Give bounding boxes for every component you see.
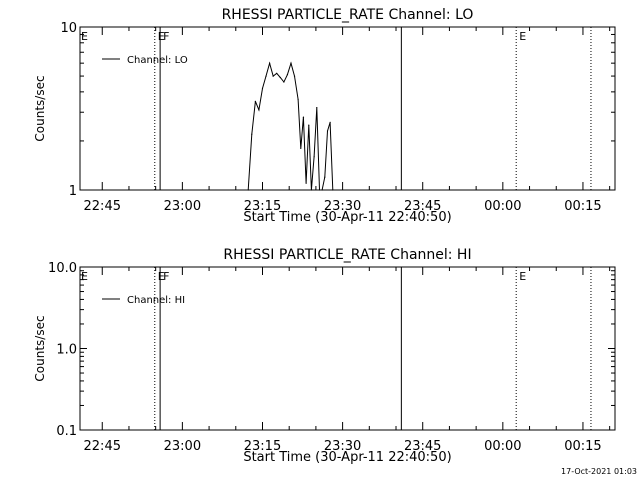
x-axis-label: Start Time (30-Apr-11 22:40:50) — [243, 210, 451, 225]
data-point — [272, 75, 274, 77]
data-point — [329, 121, 331, 123]
data-point — [302, 116, 305, 118]
data-point — [279, 76, 281, 79]
data-point — [310, 189, 313, 191]
data-point — [293, 75, 296, 77]
marker-label: E — [81, 270, 88, 283]
data-point — [265, 75, 267, 77]
data-point — [326, 130, 329, 132]
data-point — [283, 81, 285, 83]
data-point — [276, 72, 278, 74]
x-tick-label: 22:45 — [84, 439, 121, 454]
data-point — [313, 156, 315, 158]
data-point — [324, 176, 326, 178]
y-tick-label: 0.1 — [56, 424, 77, 439]
x-tick-label: 00:00 — [484, 199, 521, 214]
x-tick-label: 00:15 — [564, 199, 601, 214]
marker-label: E — [158, 30, 165, 43]
chart-title: RHESSI PARTICLE_RATE Channel: HI — [223, 247, 471, 263]
x-tick-label: 23:30 — [324, 439, 361, 454]
y-axis-label: Counts/sec — [33, 315, 47, 381]
data-point — [261, 87, 264, 90]
x-tick-label: 22:45 — [84, 199, 121, 214]
data-point — [290, 62, 292, 64]
data-point — [305, 182, 307, 184]
x-tick-label: 23:15 — [244, 439, 281, 454]
data-point — [308, 124, 310, 126]
x-tick-label: 00:15 — [564, 439, 601, 454]
x-tick-label: 23:45 — [404, 439, 441, 454]
legend-entry: Channel: LO — [127, 55, 188, 66]
legend-entry: Channel: HI — [127, 295, 185, 306]
data-point — [254, 100, 256, 102]
x-tick-label: 23:00 — [164, 439, 201, 454]
series-line — [247, 61, 334, 191]
marker-label: E — [519, 270, 526, 283]
marker-label: E — [81, 30, 88, 43]
chart-panel-lo: RHESSI PARTICLE_RATE Channel: LO Counts/s… — [33, 7, 616, 225]
data-point — [318, 189, 321, 191]
marker-label: F — [163, 270, 169, 283]
chart-panel-hi: RHESSI PARTICLE_RATE Channel: HI Counts/s… — [33, 247, 616, 465]
y-tick-label: 1.0 — [56, 343, 77, 358]
data-point — [300, 147, 302, 149]
chart-title: RHESSI PARTICLE_RATE Channel: LO — [222, 7, 474, 23]
x-tick-label: 00:00 — [484, 439, 521, 454]
y-tick-label: 10.0 — [48, 261, 77, 276]
marker-label: E — [158, 270, 165, 283]
data-point — [297, 98, 299, 100]
data-point — [258, 109, 260, 111]
x-tick-label: 23:30 — [324, 199, 361, 214]
data-point — [316, 107, 318, 109]
timestamp-label: 17-Oct-2021 01:03 — [561, 467, 637, 476]
x-tick-label: 23:00 — [164, 199, 201, 214]
x-axis-label: Start Time (30-Apr-11 22:40:50) — [243, 450, 451, 465]
y-tick-label: 10 — [60, 21, 77, 36]
data-point — [247, 189, 249, 191]
marker-label: F — [163, 30, 169, 43]
data-point — [332, 189, 334, 191]
y-tick-label: 1 — [69, 184, 77, 199]
x-tick-label: 23:45 — [404, 199, 441, 214]
x-tick-label: 23:15 — [244, 199, 281, 214]
data-point — [251, 133, 253, 135]
data-point — [321, 189, 323, 191]
data-point — [269, 62, 271, 64]
marker-label: E — [519, 30, 526, 43]
plot-frame — [79, 26, 616, 191]
y-axis-label: Counts/sec — [33, 75, 47, 141]
data-point — [286, 74, 289, 76]
